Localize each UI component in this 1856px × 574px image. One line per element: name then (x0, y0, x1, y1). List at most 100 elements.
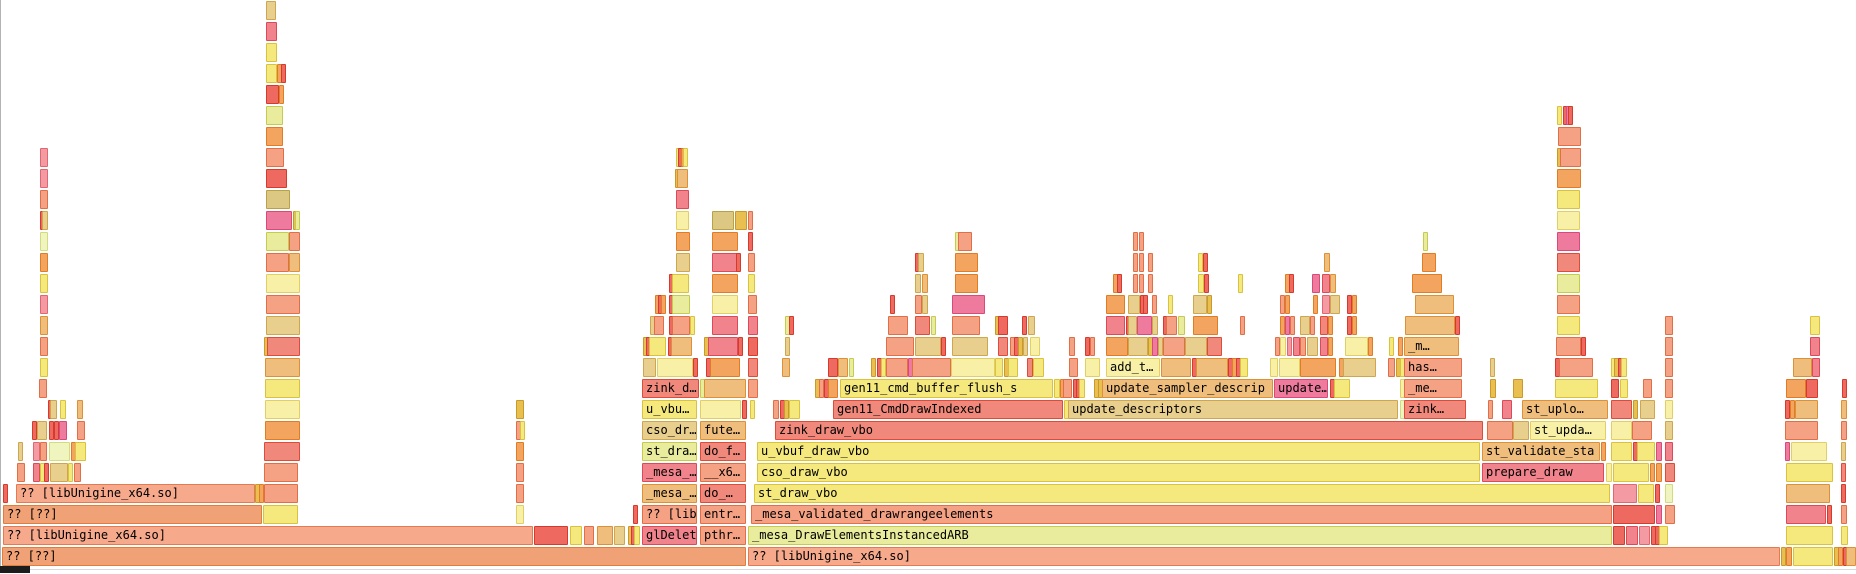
frame[interactable] (60, 400, 66, 419)
frame[interactable] (1665, 484, 1673, 503)
frame[interactable] (1665, 358, 1673, 377)
frame[interactable] (1621, 358, 1627, 377)
frame[interactable] (657, 358, 693, 377)
frame[interactable] (1827, 505, 1832, 524)
frame[interactable] (1285, 295, 1290, 314)
frame[interactable] (1557, 232, 1580, 251)
frame[interactable] (1207, 295, 1212, 314)
frame[interactable] (1640, 400, 1655, 419)
frame[interactable] (1368, 337, 1373, 356)
frame[interactable] (1324, 253, 1330, 272)
frame[interactable] (40, 232, 48, 251)
frame[interactable] (886, 358, 908, 377)
frame[interactable] (1559, 358, 1593, 377)
frame[interactable] (1611, 421, 1632, 440)
frame[interactable] (1139, 253, 1144, 272)
frame[interactable] (1185, 337, 1207, 356)
frame-_mesa_drawelementsinstancedarb[interactable]: _mesa_DrawElementsInstancedARB (748, 526, 1612, 545)
frame[interactable] (33, 463, 40, 482)
frame[interactable] (748, 274, 755, 293)
frame[interactable] (1502, 400, 1512, 419)
frame[interactable] (819, 379, 824, 398)
frame-has[interactable]: has… (1404, 358, 1462, 377)
frame[interactable] (54, 421, 59, 440)
frame[interactable] (1285, 316, 1290, 335)
frame-do_[interactable]: do_… (700, 484, 746, 503)
frame[interactable] (1581, 337, 1586, 356)
frame[interactable] (40, 358, 48, 377)
frame[interactable] (958, 232, 972, 251)
frame[interactable] (782, 358, 790, 377)
frame[interactable] (266, 274, 300, 293)
frame[interactable] (1795, 400, 1818, 419)
frame[interactable] (1310, 316, 1315, 335)
frame[interactable] (40, 253, 48, 272)
frame-libunigine_x64-so[interactable]: ?? [libUnigine_x64.so] (3, 526, 533, 545)
frame[interactable] (735, 211, 747, 230)
frame[interactable] (1665, 421, 1673, 440)
frame[interactable] (1488, 400, 1493, 419)
frame[interactable] (1347, 316, 1352, 335)
frame[interactable] (1455, 316, 1460, 335)
frame[interactable] (1659, 526, 1668, 545)
frame[interactable] (266, 169, 287, 188)
frame[interactable] (1786, 547, 1792, 566)
frame[interactable] (264, 442, 300, 461)
frame[interactable] (1022, 316, 1027, 335)
frame[interactable] (74, 463, 81, 482)
frame[interactable] (828, 379, 838, 398)
frame[interactable] (881, 358, 886, 377)
frame[interactable] (654, 316, 664, 335)
frame[interactable] (1655, 484, 1660, 503)
frame[interactable] (789, 400, 800, 419)
frame[interactable] (516, 442, 524, 461)
frame-_mesa_validated_drawrangeelements[interactable]: _mesa_validated_drawrangeelements (751, 505, 1612, 524)
frame[interactable] (712, 295, 738, 314)
frame[interactable] (750, 400, 755, 419)
frame[interactable] (279, 85, 284, 104)
frame[interactable] (1193, 295, 1207, 314)
frame[interactable] (1139, 274, 1144, 293)
frame[interactable] (1557, 106, 1562, 125)
frame[interactable] (1786, 463, 1833, 482)
frame[interactable] (649, 337, 666, 356)
frame[interactable] (955, 253, 978, 272)
frame[interactable] (50, 400, 57, 419)
frame[interactable] (1322, 274, 1330, 293)
frame[interactable] (955, 274, 978, 293)
frame-libunigine_x64-so[interactable]: ?? [libUnigine_x64.so] (16, 484, 255, 503)
frame[interactable] (1196, 358, 1228, 377)
frame[interactable] (1786, 379, 1806, 398)
frame[interactable] (1613, 484, 1637, 503)
frame[interactable] (828, 358, 838, 377)
frame[interactable] (1334, 379, 1350, 398)
frame[interactable] (1810, 337, 1820, 356)
frame[interactable] (1148, 253, 1153, 272)
frame[interactable] (1152, 337, 1158, 356)
frame[interactable] (676, 232, 690, 251)
frame[interactable] (68, 463, 73, 482)
frame[interactable] (922, 295, 928, 314)
frame[interactable] (1106, 316, 1125, 335)
frame[interactable] (849, 358, 854, 377)
frame[interactable] (264, 484, 298, 503)
frame[interactable] (40, 295, 48, 314)
frame[interactable] (1633, 400, 1638, 419)
frame[interactable] (633, 505, 638, 524)
frame[interactable] (712, 253, 738, 272)
frame[interactable] (1841, 442, 1846, 461)
frame[interactable] (748, 253, 755, 272)
frame[interactable] (266, 64, 277, 83)
frame[interactable] (748, 295, 757, 314)
frame[interactable] (265, 400, 300, 419)
frame[interactable] (1555, 379, 1598, 398)
frame[interactable] (748, 232, 753, 251)
frame[interactable] (1027, 358, 1033, 377)
frame[interactable] (1781, 547, 1786, 566)
frame[interactable] (784, 400, 789, 419)
frame[interactable] (1665, 442, 1673, 461)
frame-u_vbuf_draw_vbo[interactable]: u_vbuf_draw_vbo (757, 442, 1480, 461)
frame[interactable] (922, 274, 928, 293)
frame[interactable] (1275, 337, 1280, 356)
frame-gen11_cmddrawindexed[interactable]: gen11_CmdDrawIndexed (833, 400, 1063, 419)
